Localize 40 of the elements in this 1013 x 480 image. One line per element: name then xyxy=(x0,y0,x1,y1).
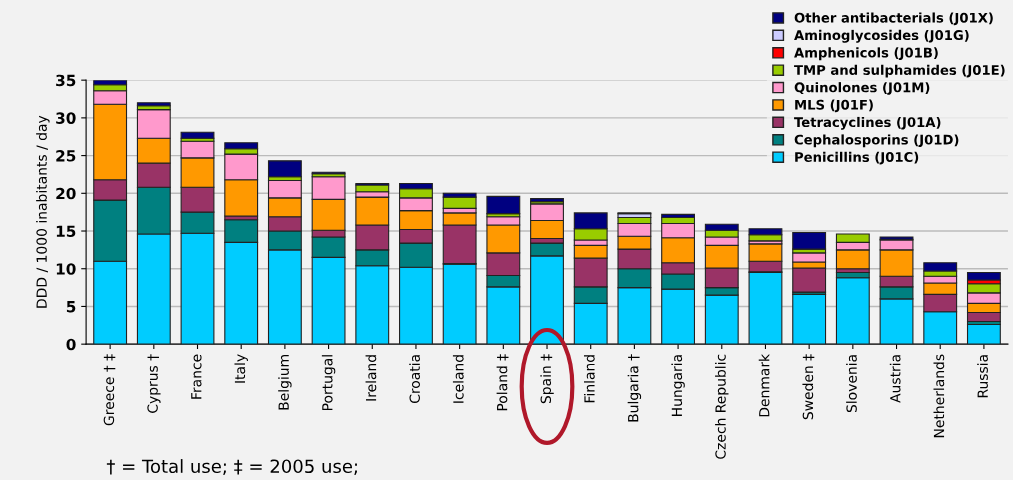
x-tick-label: Croatia xyxy=(409,355,420,404)
y-tick-label: 25 xyxy=(56,150,76,162)
x-tick-label: Denmark xyxy=(758,353,770,417)
x-tick-label: Russia xyxy=(977,355,988,398)
x-tick-label: Bulgaria † xyxy=(627,354,642,422)
x-tick-label: Greece † ‡ xyxy=(103,354,116,426)
y-tick-label: 10 xyxy=(56,263,76,275)
x-tick-label: Czech Republic xyxy=(715,354,729,459)
x-tick-label: Cyprus † xyxy=(147,354,161,413)
x-tick-label: Ireland xyxy=(365,355,377,401)
y-tick-label: 35 xyxy=(56,74,76,87)
legend-label: Other antibacterials (J01X) xyxy=(794,12,993,26)
y-tick-label: 5 xyxy=(66,301,76,313)
legend-label: Amphenicols (J01B) xyxy=(794,47,938,61)
y-tick-label: 0 xyxy=(66,338,76,351)
legend-label: TMP and sulphamides (J01E) xyxy=(794,64,1005,78)
x-tick-label: Slovenia xyxy=(846,355,857,413)
legend-label: Tetracyclines (J01A) xyxy=(794,116,941,130)
x-tick-label: Poland ‡ xyxy=(496,354,509,411)
legend-label: Aminoglycosides (J01G) xyxy=(794,29,969,43)
x-tick-label: Italy xyxy=(234,354,248,383)
x-tick-label: Sweden ‡ xyxy=(802,354,815,420)
legend-label: Cephalosporins (J01D) xyxy=(794,134,959,148)
x-tick-label: Netherlands xyxy=(933,354,945,438)
x-tick-label: Spain ‡ xyxy=(540,354,554,404)
legend-label: MLS (J01F) xyxy=(795,99,873,113)
x-tick-label: Austria xyxy=(889,355,901,403)
x-tick-label: Belgium xyxy=(278,355,292,410)
x-tick-label: Portugal xyxy=(321,355,336,411)
x-tick-label: France xyxy=(191,354,202,399)
y-tick-label: 30 xyxy=(56,112,76,124)
text: † = Total use; ‡ = 2005 use; xyxy=(106,459,357,475)
y-tick-label: 20 xyxy=(56,187,76,200)
legend-label: Quinolones (J01M) xyxy=(794,82,930,95)
y-axis-title: DDD / 1000 inabitants / day xyxy=(36,115,50,308)
x-tick-label: Finland xyxy=(583,355,595,403)
legend-label: Penicillins (J01C) xyxy=(795,151,919,165)
y-tick-label: 15 xyxy=(56,225,76,238)
x-tick-label: Iceland xyxy=(452,355,464,403)
x-tick-label: Hungaria xyxy=(671,355,685,416)
